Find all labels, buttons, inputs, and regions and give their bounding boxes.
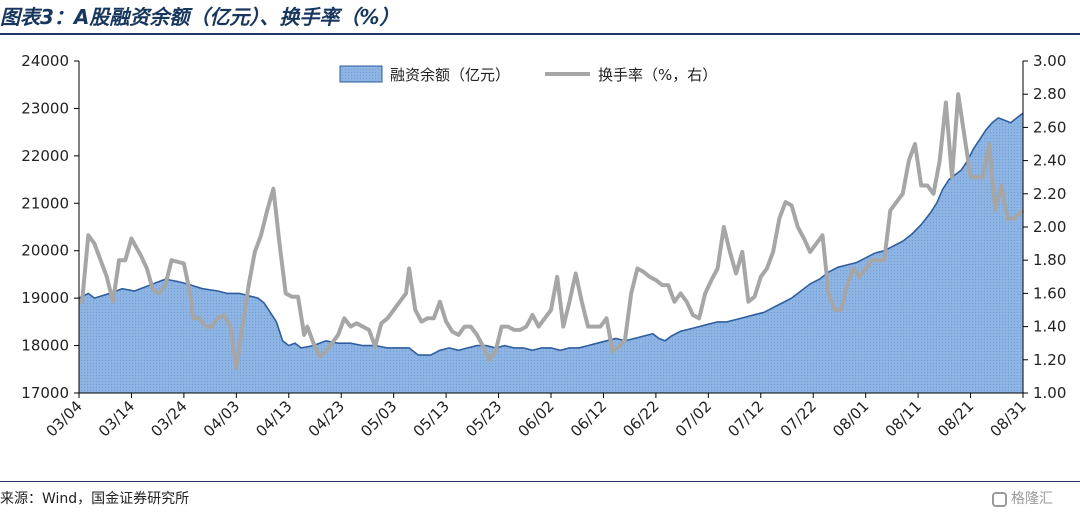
margin-balance-area	[79, 113, 1023, 393]
watermark-logo-icon	[992, 492, 1007, 507]
watermark: 格隆汇	[992, 488, 1053, 508]
right-tick-label: 1.80	[1033, 251, 1066, 269]
legend-label-turnover: 换手率（%，右）	[598, 66, 717, 84]
area-series-layer	[78, 112, 1024, 393]
x-tick-label: 06/02	[515, 397, 558, 440]
x-tick-label: 03/24	[147, 397, 190, 440]
x-tick-label: 06/22	[619, 397, 662, 440]
right-tick-label: 2.00	[1033, 218, 1066, 236]
right-tick-label: 1.20	[1033, 351, 1066, 369]
x-tick-label: 03/14	[95, 397, 138, 440]
chart-title: 图表3：A股融资余额（亿元）、换手率（%）	[0, 5, 400, 29]
title-divider	[0, 33, 1080, 35]
right-tick-label: 1.40	[1033, 318, 1066, 336]
x-tick-label: 06/12	[567, 397, 610, 440]
x-tick-label: 08/01	[829, 397, 872, 440]
x-tick-label: 07/02	[672, 397, 715, 440]
x-tick-label: 04/13	[252, 397, 295, 440]
x-tick-label: 03/04	[43, 397, 86, 440]
x-tick-label: 04/23	[305, 397, 348, 440]
left-tick-label: 23000	[21, 99, 69, 117]
right-tick-label: 2.40	[1033, 152, 1066, 170]
left-tick-label: 22000	[21, 147, 69, 165]
right-tick-label: 3.00	[1033, 52, 1066, 70]
source-note: 来源：Wind，国金证券研究所	[0, 491, 190, 507]
left-tick-label: 17000	[21, 384, 69, 402]
margin-turnover-chart: 17000 18000 19000 20000 21000 22000 23000 24000…	[21, 52, 1066, 440]
x-tick-label: 08/11	[882, 397, 925, 440]
right-tick-label: 2.80	[1033, 85, 1066, 103]
watermark-text: 格隆汇	[1011, 491, 1053, 507]
legend-label-margin-balance: 融资余额（亿元）	[390, 66, 510, 84]
x-tick-label: 05/23	[462, 397, 505, 440]
legend-swatch-margin-balance	[339, 65, 383, 83]
source-divider	[0, 481, 1080, 482]
x-tick-label: 07/12	[724, 397, 767, 440]
x-tick-label: 05/03	[357, 397, 400, 440]
left-tick-label: 18000	[21, 337, 69, 355]
right-tick-label: 2.60	[1033, 118, 1066, 136]
left-tick-label: 20000	[21, 242, 69, 260]
line-series-layer	[79, 92, 1025, 371]
right-tick-label: 1.60	[1033, 284, 1066, 302]
left-tick-label: 21000	[21, 194, 69, 212]
left-tick-label: 24000	[21, 52, 69, 70]
right-tick-label: 1.00	[1033, 384, 1066, 402]
left-tick-label: 19000	[21, 289, 69, 307]
margin-balance-outline	[78, 112, 1024, 356]
x-tick-label: 05/13	[410, 397, 453, 440]
turnover-line	[79, 92, 1025, 371]
x-tick-label: 04/03	[200, 397, 243, 440]
legend: 融资余额（亿元） 换手率（%，右）	[339, 65, 717, 84]
x-tick-label: 08/21	[934, 397, 977, 440]
right-tick-label: 2.20	[1033, 185, 1066, 203]
x-tick-label: 07/22	[777, 397, 820, 440]
x-tick-label: 08/31	[987, 397, 1030, 440]
